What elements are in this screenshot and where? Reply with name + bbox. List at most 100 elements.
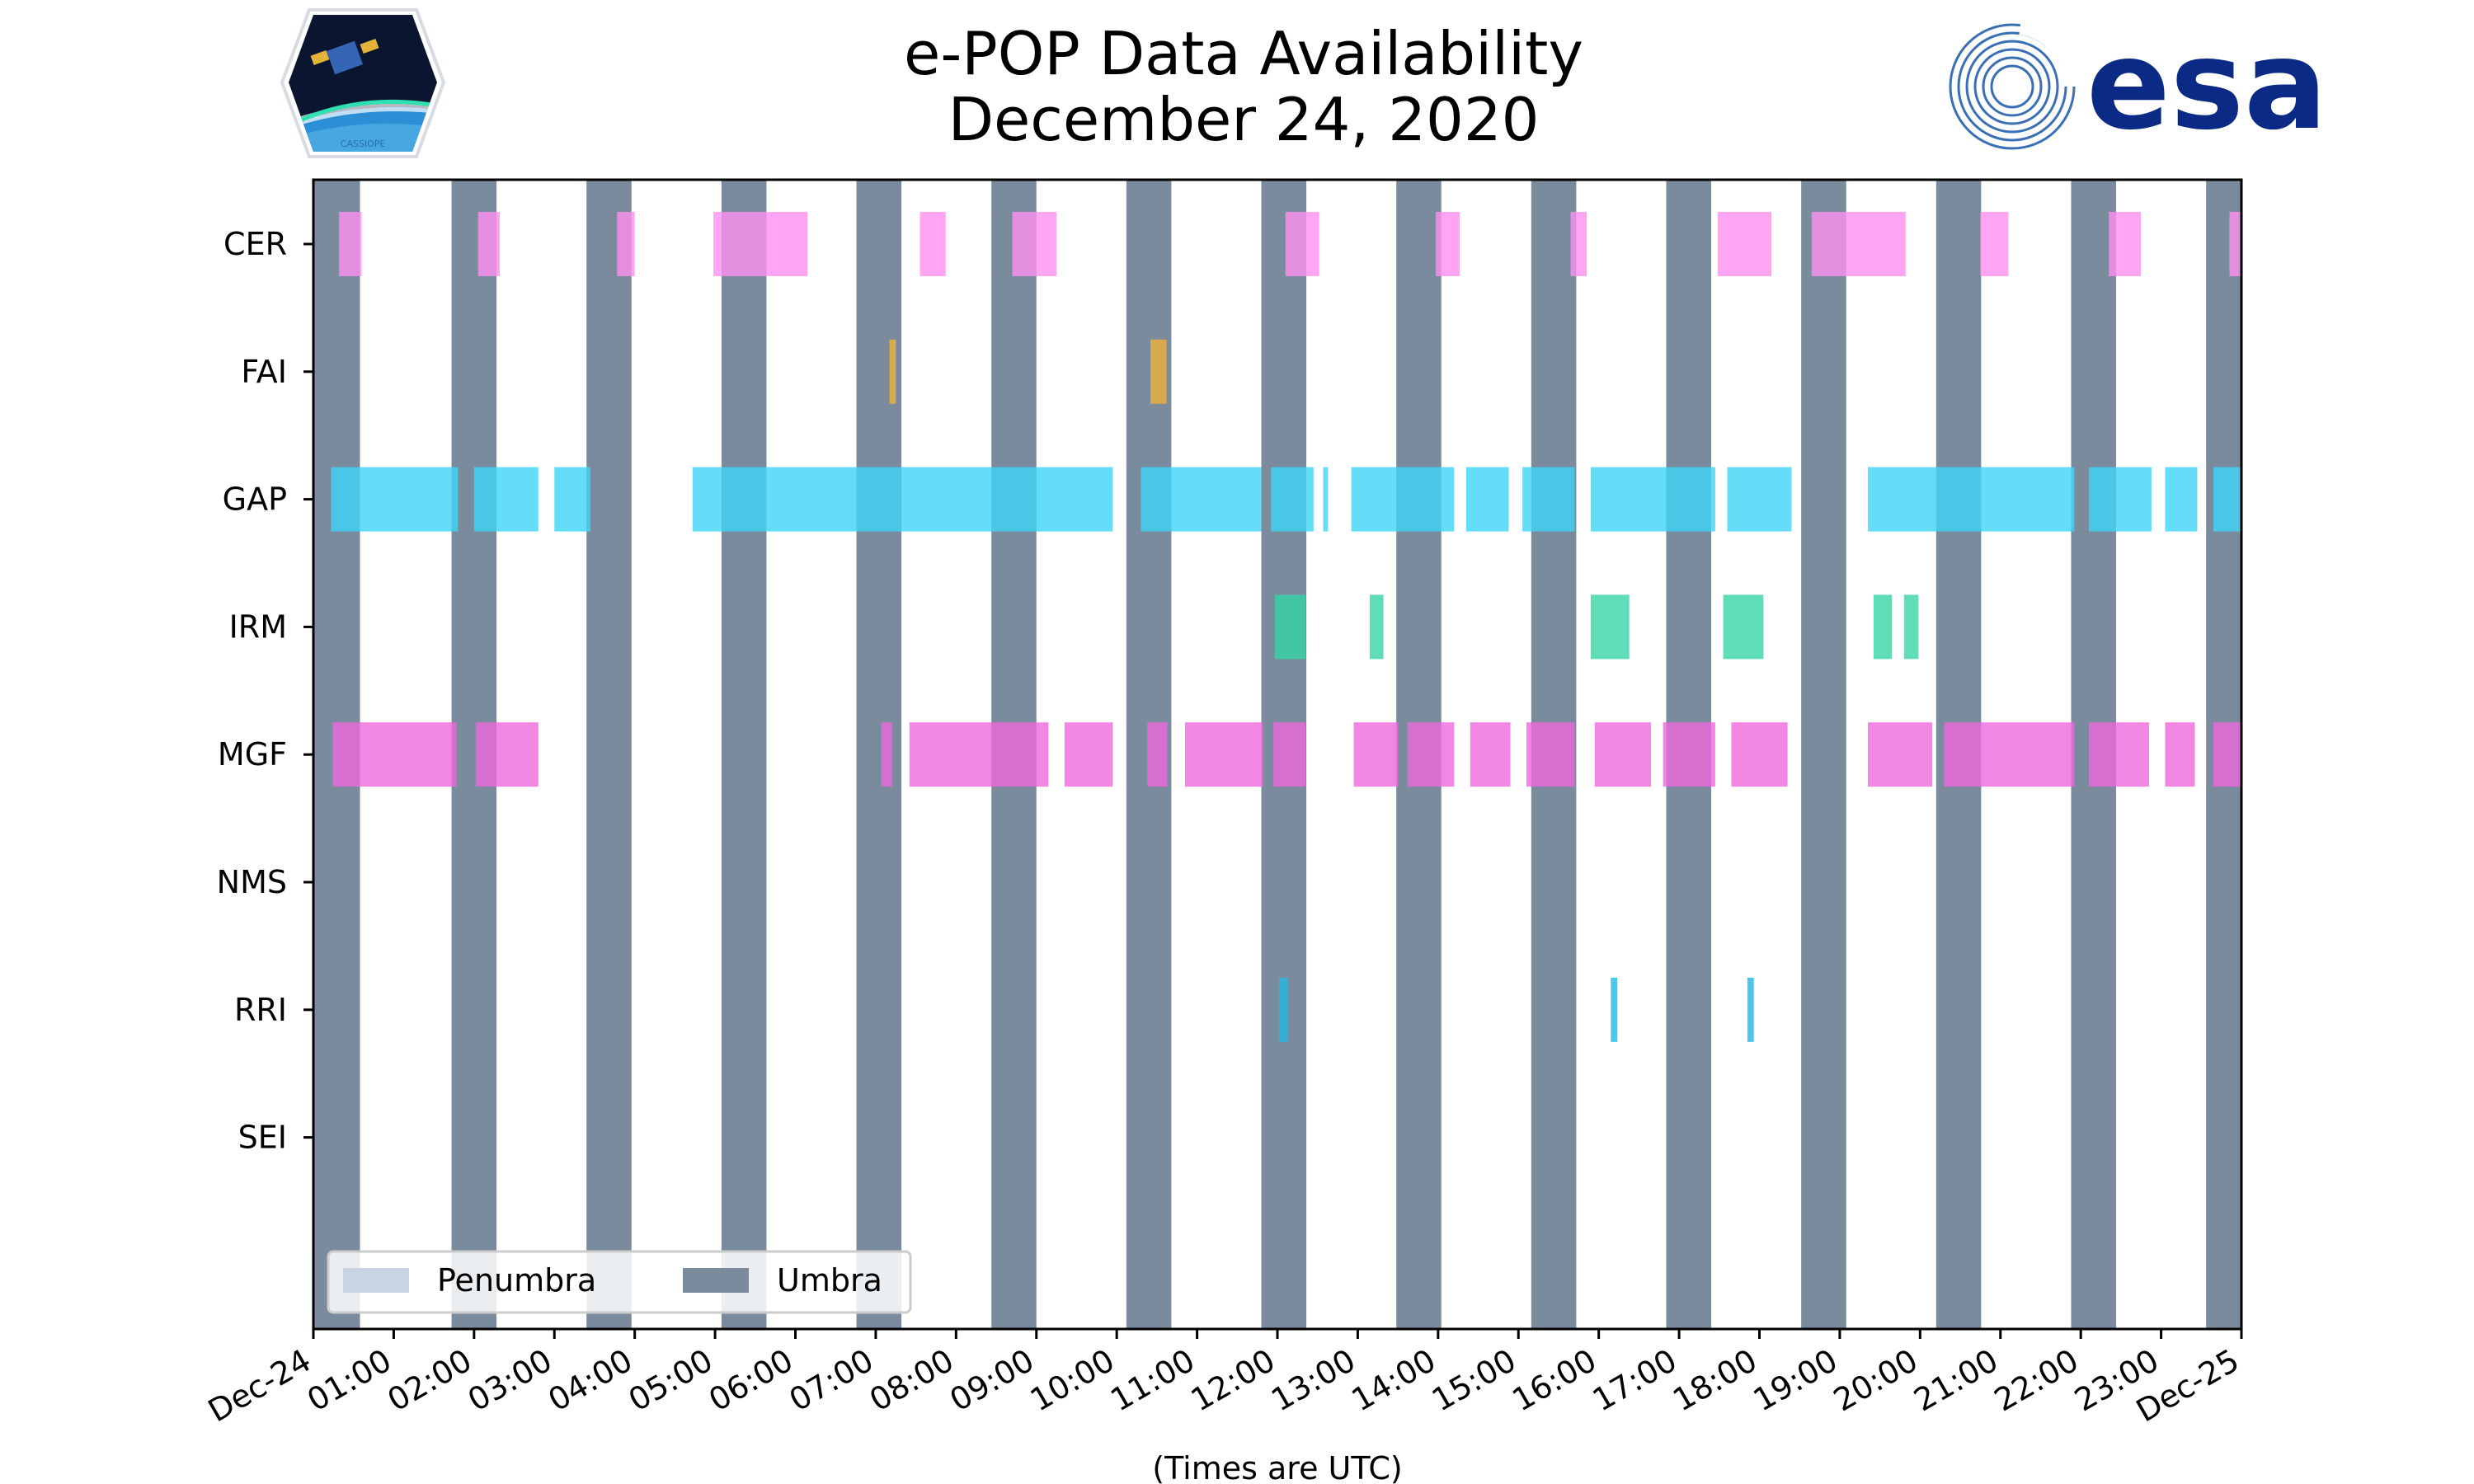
xtick-label-16: 16:00 [1506,1342,1602,1419]
gap-bar-5 [1271,467,1314,532]
cer-bar-13 [2229,212,2241,276]
cer-bar-10 [1811,212,1906,276]
mgf-bar-0 [332,722,457,787]
irm-bar-5 [1903,594,1919,660]
xtick-label-21: 21:00 [1907,1342,2004,1419]
gap-bar-6 [1323,467,1329,532]
ytick-label-sei: SEI [238,1120,287,1156]
mgf-bar-17 [2088,722,2149,787]
xtick-label-5: 05:00 [623,1342,719,1419]
xtick-label-9: 09:00 [943,1342,1040,1419]
xtick-label-18: 18:00 [1667,1342,1763,1419]
mgf-bar-11 [1526,722,1575,787]
ytick-label-mgf: MGF [218,736,287,773]
gap-bar-12 [1868,467,2075,532]
y-axis: CER FAI GAP IRM MGF NMS RRI SEI [217,226,313,1156]
gap-bar-10 [1590,467,1715,532]
mgf-bar-2 [881,722,892,787]
ytick-label-irm: IRM [229,608,287,645]
legend-box [327,1250,912,1314]
irm-bar-4 [1873,594,1893,660]
fai-bar-0 [889,339,896,404]
xtick-label-3: 03:00 [462,1342,558,1419]
cer-bar-0 [339,212,362,276]
umbra-band-11 [1801,180,1846,1329]
gap-bar-14 [2165,467,2198,532]
gap-bar-2 [554,467,591,532]
xtick-label-0: Dec-24 [202,1342,317,1430]
rri-bar-1 [1611,977,1618,1042]
instrument-series [331,212,2241,1042]
cer-bar-5 [1012,212,1057,276]
gap-bar-15 [2213,467,2241,532]
umbra-band-3 [721,180,767,1329]
gap-bar-7 [1351,467,1455,532]
irm-bar-3 [1723,594,1764,660]
gap-bar-13 [2088,467,2152,532]
irm-bar-0 [1275,594,1306,660]
mgf-bar-7 [1273,722,1306,787]
umbra-band-2 [586,180,632,1329]
esa-logo: esa [1949,14,2327,157]
chart-title-line-1: e-POP Data Availability [904,19,1583,88]
esa-wordmark: esa [2086,14,2327,157]
legend-label-umbra: Umbra [777,1262,882,1298]
irm-bar-1 [1370,594,1384,660]
xtick-label-11: 11:00 [1104,1342,1201,1419]
ytick-label-nms: NMS [217,864,287,900]
gap-bar-1 [473,467,539,532]
gap-bar-8 [1465,467,1509,532]
legend: Penumbra Umbra [327,1250,912,1314]
chart-title-line-2: December 24, 2020 [948,85,1540,154]
mgf-bar-9 [1407,722,1455,787]
rri-bar-2 [1747,977,1754,1042]
cer-bar-8 [1570,212,1587,276]
gap-bar-11 [1727,467,1792,532]
cer-bar-9 [1717,212,1772,276]
cer-bar-7 [1435,212,1460,276]
mgf-bar-12 [1594,722,1651,787]
legend-label-penumbra: Penumbra [437,1262,596,1298]
ytick-label-cer: CER [223,226,287,262]
cassiope-logo: CASSIOPE [280,8,446,158]
cer-bar-4 [920,212,946,276]
cassiope-label: CASSIOPE [341,139,386,149]
rri-bar-0 [1278,977,1288,1042]
mgf-bar-1 [475,722,539,787]
xtick-label-13: 13:00 [1265,1342,1362,1419]
xtick-label-4: 04:00 [542,1342,638,1419]
xtick-label-1: 01:00 [301,1342,397,1419]
gap-bar-0 [331,467,459,532]
xtick-label-19: 19:00 [1747,1342,1844,1419]
mgf-bar-15 [1868,722,1932,787]
ytick-label-gap: GAP [223,481,287,518]
ytick-label-fai: FAI [241,354,287,390]
cer-bar-2 [617,212,635,276]
xtick-label-8: 08:00 [863,1342,960,1419]
mgf-bar-18 [2165,722,2195,787]
gap-bar-3 [692,467,1113,532]
legend-swatch-umbra [683,1268,749,1293]
xtick-label-17: 17:00 [1587,1342,1683,1419]
x-axis: Dec-2401:0002:0003:0004:0005:0006:0007:0… [202,1329,2246,1430]
xtick-label-2: 02:00 [381,1342,477,1419]
mgf-bar-14 [1731,722,1788,787]
legend-swatch-penumbra [343,1268,409,1293]
mgf-bar-8 [1353,722,1399,787]
cer-bar-1 [477,212,501,276]
irm-bar-2 [1590,594,1630,660]
cer-bar-6 [1285,212,1319,276]
mgf-bar-6 [1184,722,1263,787]
x-axis-label: (Times are UTC) [1152,1450,1402,1484]
mgf-bar-13 [1663,722,1715,787]
xtick-label-20: 20:00 [1827,1342,1924,1419]
cer-bar-12 [2109,212,2142,276]
cer-bar-11 [1980,212,2009,276]
xtick-label-12: 12:00 [1185,1342,1282,1419]
xtick-label-22: 22:00 [1988,1342,2085,1419]
mgf-bar-10 [1470,722,1511,787]
esa-swirl-icon [1949,15,2085,150]
xtick-label-15: 15:00 [1426,1342,1522,1419]
mgf-bar-5 [1147,722,1168,787]
